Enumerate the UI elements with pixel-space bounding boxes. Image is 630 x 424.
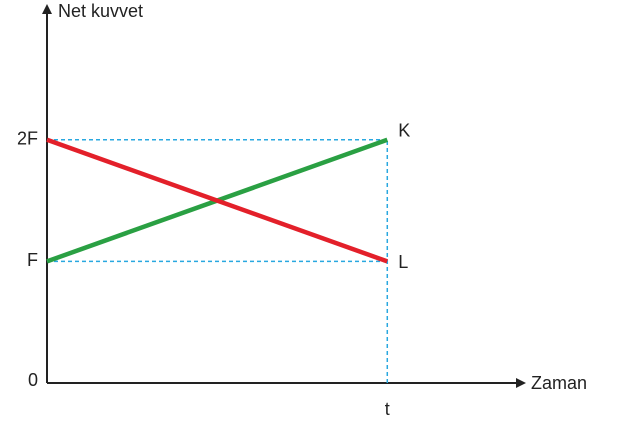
y-tick-label: 2F	[17, 129, 38, 149]
x-tick-label: t	[385, 399, 390, 419]
series-line	[46, 137, 389, 264]
series-label: K	[398, 121, 410, 141]
series-label: L	[398, 252, 408, 272]
y-tick-label: F	[27, 250, 38, 270]
y-axis-label: Net kuvvet	[58, 1, 143, 21]
y-tick-label: 0	[28, 370, 38, 390]
x-axis-label: Zaman	[531, 373, 587, 393]
